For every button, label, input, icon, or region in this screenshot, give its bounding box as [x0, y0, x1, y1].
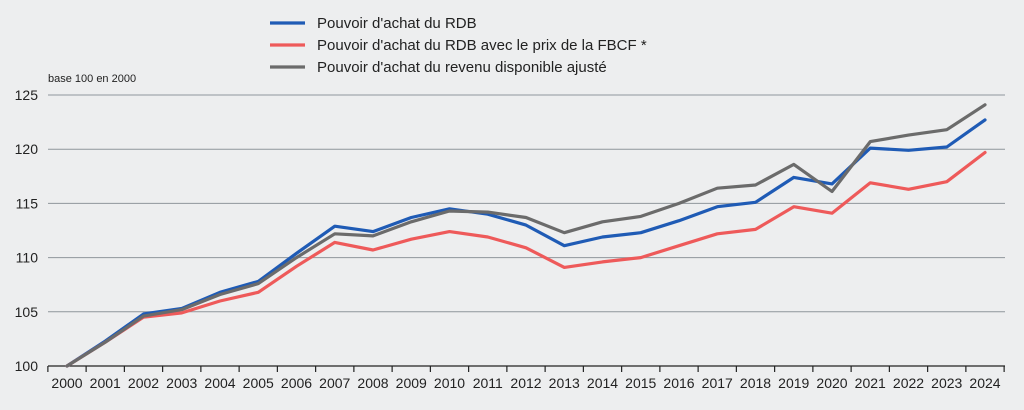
- y-tick-label: 125: [15, 87, 39, 103]
- x-tick-label: 2000: [51, 375, 82, 391]
- x-tick-label: 2007: [319, 375, 350, 391]
- x-tick-label: 2004: [204, 375, 235, 391]
- y-tick-label: 110: [16, 250, 39, 266]
- x-tick-label: 2017: [702, 375, 733, 391]
- legend-label: Pouvoir d'achat du RDB: [317, 15, 477, 32]
- x-tick-label: 2024: [969, 375, 1000, 391]
- x-tick-label: 2012: [510, 375, 541, 391]
- x-tick-label: 2013: [549, 375, 580, 391]
- legend: Pouvoir d'achat du RDB Pouvoir d'achat du…: [270, 15, 647, 76]
- x-tick-label: 2014: [587, 375, 618, 391]
- x-tick-label: 2015: [625, 375, 656, 391]
- y-axis-ticks: 100 105 110 115 120 125: [15, 87, 39, 374]
- x-tick-label: 2008: [357, 375, 388, 391]
- x-tick-label: 2009: [396, 375, 427, 391]
- x-tick-label: 2006: [281, 375, 312, 391]
- x-tick-label: 2016: [663, 375, 694, 391]
- x-tick-label: 2005: [243, 375, 274, 391]
- x-tick-label: 2001: [90, 375, 121, 391]
- x-tick-label: 2021: [855, 375, 886, 391]
- series-line-2: [65, 150, 987, 368]
- x-tick-label: 2010: [434, 375, 465, 391]
- y-axis-unit-label: base 100 en 2000: [48, 73, 136, 85]
- x-tick-label: 2002: [128, 375, 159, 391]
- series-lines: [65, 103, 987, 368]
- x-tick-label: 2011: [473, 375, 503, 391]
- series-line-1: [65, 118, 987, 368]
- y-tick-label: 120: [15, 141, 39, 157]
- y-tick-label: 100: [15, 358, 39, 374]
- x-tick-label: 2020: [816, 375, 847, 391]
- series-line-3: [65, 103, 987, 368]
- y-tick-label: 115: [16, 195, 39, 211]
- x-tick-label: 2018: [740, 375, 771, 391]
- y-tick-label: 105: [15, 304, 39, 320]
- legend-label: Pouvoir d'achat du revenu disponible aju…: [317, 59, 607, 76]
- x-tick-label: 2003: [166, 375, 197, 391]
- x-tick-label: 2023: [931, 375, 962, 391]
- legend-label: Pouvoir d'achat du RDB avec le prix de l…: [317, 37, 647, 54]
- gridlines: [48, 94, 1005, 313]
- x-axis-ticks: 2000 2001 2002 2003 2004 2005 2006 2007 2008 2009…: [47, 365, 1005, 391]
- x-tick-label: 2022: [893, 375, 924, 391]
- x-tick-label: 2019: [778, 375, 809, 391]
